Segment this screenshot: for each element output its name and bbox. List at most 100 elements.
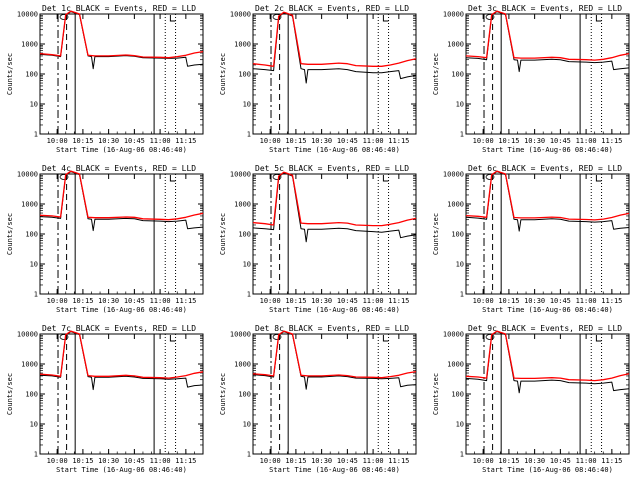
x-tick-label: 10:00 [473, 457, 494, 465]
x-axis-label: Start Time (16-Aug-06 08:46:40) [482, 146, 613, 154]
series-line-lld [252, 330, 417, 379]
y-tick-label: 10000 [230, 11, 251, 19]
y-tick-label: 10 [243, 101, 251, 109]
interval-bracket [595, 335, 602, 342]
x-tick-label: 11:15 [388, 137, 409, 145]
series-line-lld [39, 10, 204, 59]
y-tick-label: 10 [456, 101, 464, 109]
y-tick-label: 1 [34, 131, 38, 139]
x-tick-label: 10:00 [260, 457, 281, 465]
y-tick-label: 10000 [443, 11, 464, 19]
y-tick-label: 1000 [21, 41, 38, 49]
y-tick-label: 100 [451, 71, 464, 79]
x-tick-label: 10:15 [498, 297, 519, 305]
series-line-lld [252, 11, 417, 67]
y-tick-label: 1000 [234, 41, 251, 49]
x-tick-label: 11:15 [388, 297, 409, 305]
panel-title: Det 3c BLACK = Events, RED = LLD [468, 4, 622, 13]
y-tick-label: 100 [25, 231, 38, 239]
x-tick-label: 11:15 [601, 297, 622, 305]
peak-marker [272, 334, 282, 340]
x-tick-label: 10:00 [473, 137, 494, 145]
y-tick-label: 1000 [234, 361, 251, 369]
interval-bracket [169, 175, 176, 182]
y-tick-label: 1000 [447, 361, 464, 369]
x-tick-label: 10:15 [498, 457, 519, 465]
x-axis-label: Start Time (16-Aug-06 08:46:40) [482, 306, 613, 314]
x-tick-label: 10:45 [337, 457, 358, 465]
panel-title: Det 6c BLACK = Events, RED = LLD [468, 164, 622, 173]
x-tick-label: 11:15 [601, 137, 622, 145]
y-axis-label: Counts/sec [432, 53, 440, 95]
x-tick-label: 10:30 [98, 457, 119, 465]
peak-marker [485, 174, 495, 180]
y-tick-label: 10000 [230, 331, 251, 339]
x-tick-label: 10:30 [311, 297, 332, 305]
panel-title: Det 1c BLACK = Events, RED = LLD [42, 4, 196, 13]
peak-marker [272, 174, 282, 180]
y-axis-label: Counts/sec [219, 373, 227, 415]
axes-frame [39, 13, 204, 135]
y-tick-label: 10 [30, 421, 38, 429]
y-tick-label: 100 [451, 391, 464, 399]
axes-frame [465, 173, 630, 295]
axes-frame [252, 333, 417, 455]
peak-marker [59, 14, 69, 20]
interval-bracket [595, 15, 602, 22]
x-tick-label: 11:15 [175, 137, 196, 145]
y-tick-label: 1000 [447, 201, 464, 209]
detector-panel-9: Det 9c BLACK = Events, RED = LLD 1 10 100 10… [432, 324, 630, 474]
y-tick-label: 10000 [17, 171, 38, 179]
panel-title: Det 9c BLACK = Events, RED = LLD [468, 324, 622, 333]
x-axis-label: Start Time (16-Aug-06 08:46:40) [269, 466, 400, 474]
y-axis-label: Counts/sec [432, 213, 440, 255]
x-tick-label: 11:00 [363, 457, 384, 465]
y-tick-label: 10 [243, 421, 251, 429]
x-tick-label: 10:45 [550, 297, 571, 305]
x-tick-label: 10:00 [47, 137, 68, 145]
y-tick-label: 100 [238, 391, 251, 399]
x-tick-label: 11:00 [363, 137, 384, 145]
x-tick-label: 10:45 [337, 297, 358, 305]
x-tick-label: 10:30 [311, 457, 332, 465]
y-axis-label: Counts/sec [6, 213, 14, 255]
y-tick-label: 100 [451, 231, 464, 239]
interval-bracket [169, 15, 176, 22]
x-tick-label: 10:45 [550, 137, 571, 145]
x-tick-label: 10:30 [524, 297, 545, 305]
detector-panel-7: Det 7c BLACK = Events, RED = LLD 1 10 100 10… [6, 324, 204, 474]
x-axis-label: Start Time (16-Aug-06 08:46:40) [56, 146, 187, 154]
x-tick-label: 10:45 [124, 297, 145, 305]
y-tick-label: 100 [238, 71, 251, 79]
series-line-lld [39, 330, 204, 379]
y-tick-label: 10000 [230, 171, 251, 179]
y-tick-label: 1 [247, 451, 251, 459]
x-tick-label: 11:00 [576, 297, 597, 305]
x-tick-label: 10:30 [524, 457, 545, 465]
series-line-lld [465, 330, 630, 382]
panel-title: Det 5c BLACK = Events, RED = LLD [255, 164, 409, 173]
y-axis-label: Counts/sec [6, 373, 14, 415]
y-tick-label: 1 [460, 131, 464, 139]
y-tick-label: 1000 [21, 361, 38, 369]
panel-title: Det 8c BLACK = Events, RED = LLD [255, 324, 409, 333]
y-tick-label: 1 [460, 451, 464, 459]
x-tick-label: 11:15 [175, 297, 196, 305]
x-tick-label: 10:15 [72, 137, 93, 145]
x-tick-label: 10:15 [498, 137, 519, 145]
interval-bracket [382, 335, 389, 342]
y-tick-label: 10 [30, 101, 38, 109]
detector-panel-2: Det 2c BLACK = Events, RED = LLD 1 10 100 10… [219, 4, 417, 154]
series-line-lld [465, 170, 630, 221]
x-tick-label: 10:00 [260, 297, 281, 305]
x-tick-label: 10:45 [550, 457, 571, 465]
axes-frame [39, 333, 204, 455]
peak-marker [59, 174, 69, 180]
y-tick-label: 1 [247, 291, 251, 299]
x-tick-label: 11:00 [150, 457, 171, 465]
y-tick-label: 1000 [234, 201, 251, 209]
detector-panel-4: Det 4c BLACK = Events, RED = LLD 1 10 100 10… [6, 164, 204, 314]
x-axis-label: Start Time (16-Aug-06 08:46:40) [482, 466, 613, 474]
x-tick-label: 11:00 [576, 137, 597, 145]
series-line-lld [39, 170, 204, 221]
